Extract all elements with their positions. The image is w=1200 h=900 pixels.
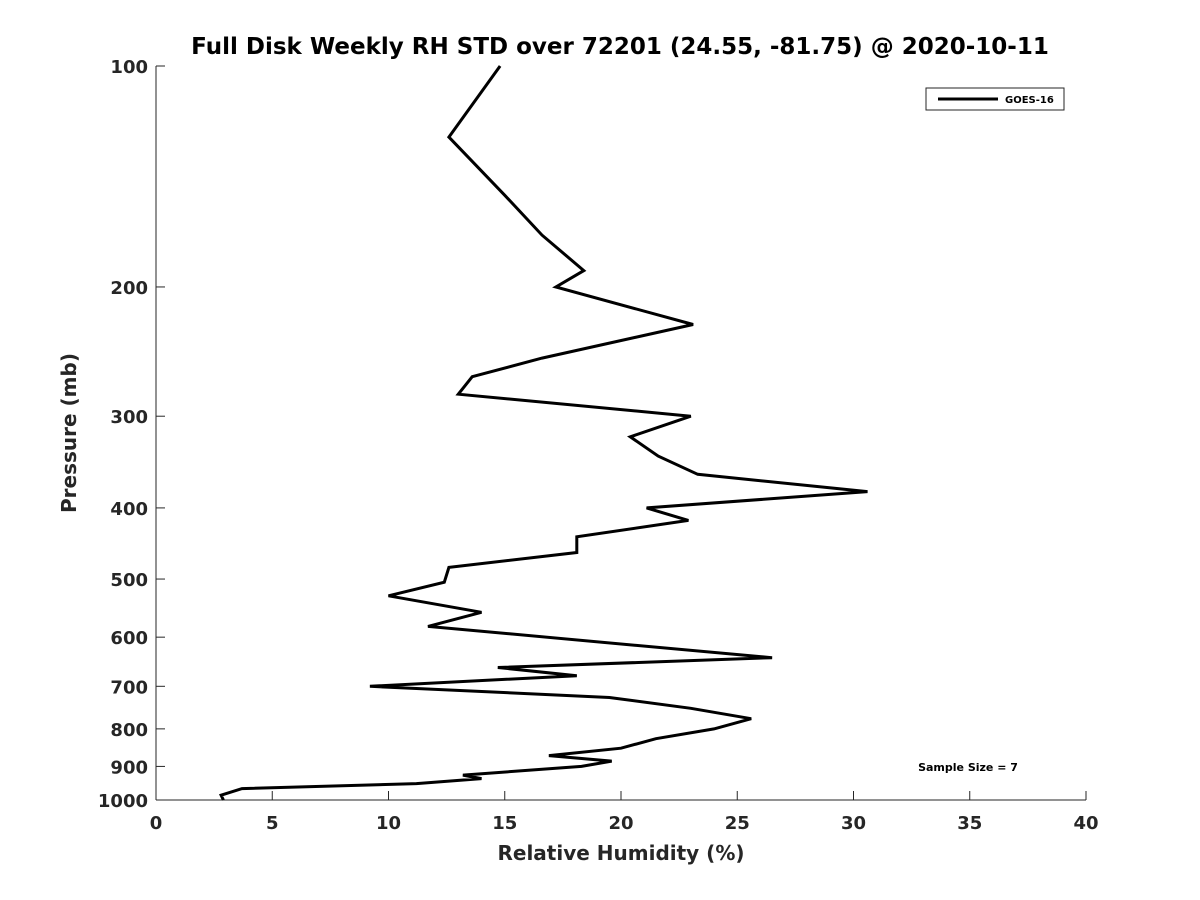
- y-tick-label: 700: [110, 677, 148, 698]
- series-line-goes16: [219, 65, 868, 801]
- x-tick-label: 5: [266, 813, 279, 834]
- y-tick-label: 800: [110, 720, 148, 741]
- y-tick-label: 400: [110, 499, 148, 520]
- y-tick-label: 300: [110, 407, 148, 428]
- x-tick-label: 15: [492, 813, 517, 834]
- legend: GOES-16: [925, 87, 1065, 111]
- y-tick-label: 500: [110, 570, 148, 591]
- x-axis-label: Relative Humidity (%): [497, 841, 744, 865]
- x-ticks: 0 5 10 15 20 25 30 35 40: [150, 791, 1099, 834]
- x-tick-label: 35: [957, 813, 982, 834]
- x-tick-label: 0: [150, 813, 163, 834]
- y-tick-label: 200: [110, 278, 148, 299]
- y-ticks: 100 200 300 400 500 600 700 800 900 1000: [98, 57, 165, 812]
- sample-size-annotation: Sample Size = 7: [918, 761, 1018, 774]
- legend-entry-label: GOES-16: [1005, 95, 1054, 106]
- x-tick-label: 30: [841, 813, 866, 834]
- y-tick-label: 900: [110, 757, 148, 778]
- y-tick-label: 600: [110, 628, 148, 649]
- y-tick-label: 100: [110, 57, 148, 78]
- x-tick-label: 40: [1073, 813, 1098, 834]
- y-axis-label: Pressure (mb): [57, 353, 81, 513]
- x-tick-label: 10: [376, 813, 401, 834]
- x-tick-label: 25: [725, 813, 750, 834]
- x-tick-label: 20: [608, 813, 633, 834]
- chart-title: Full Disk Weekly RH STD over 72201 (24.5…: [191, 34, 1049, 60]
- y-tick-label: 1000: [98, 791, 148, 812]
